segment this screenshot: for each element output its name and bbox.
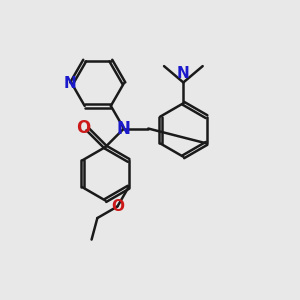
Text: O: O — [111, 199, 124, 214]
Text: N: N — [177, 66, 190, 81]
Text: N: N — [64, 76, 76, 91]
Text: N: N — [117, 119, 131, 137]
Text: O: O — [76, 119, 91, 137]
